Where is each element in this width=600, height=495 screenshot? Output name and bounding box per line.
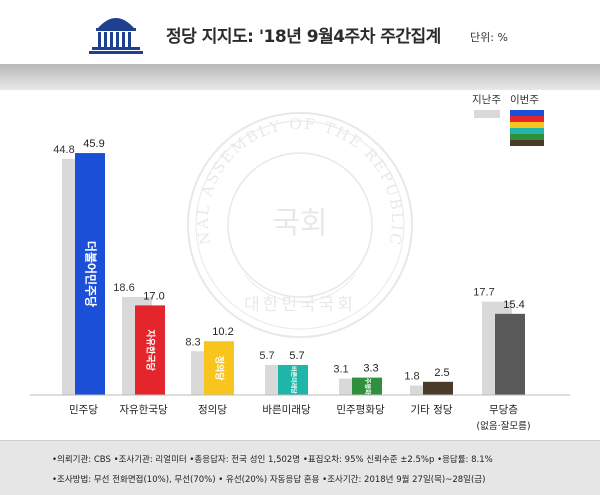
value-label-curr-0: 45.9 (83, 138, 104, 150)
unit-label: 단위: % (470, 31, 508, 44)
party-logo-3: 바른미래당 (290, 366, 298, 394)
legend-stripe (510, 140, 544, 146)
bars-group (62, 153, 525, 395)
svg-text:대한민국국회: 대한민국국회 (244, 295, 356, 315)
bar-curr-6 (495, 313, 525, 395)
value-label-prev-2: 8.3 (185, 336, 200, 348)
value-label-prev-5: 1.8 (404, 371, 419, 383)
category-sublabel-6: (없음·잘모름) (476, 420, 530, 432)
footnote-line-2: •조사방법: 무선 전화면접(10%), 무선(70%) • 유선(20%) 자… (52, 475, 486, 485)
legend-stripe (510, 110, 544, 116)
value-label-prev-1: 18.6 (113, 282, 134, 294)
value-label-curr-5: 2.5 (434, 367, 449, 379)
party-logo-0: 더불어민주당 (84, 241, 99, 307)
legend-stripe (510, 122, 544, 128)
legend-swatch-curr (510, 110, 544, 146)
category-label-3: 바른미래당 (262, 404, 311, 416)
header: 정당 지지도: '18년 9월4주차 주간집계 단위: % (0, 0, 600, 64)
national-assembly-seal-watermark: THE NATIONAL ASSEMBLY OF THE REPUBLIC OF… (0, 90, 413, 338)
category-label-2: 정의당 (198, 404, 227, 416)
value-labels-group: 44.8 45.9 18.6 17.0 8.3 10.2 5.7 5.7 3.1 3.3 1.8 2.… (53, 138, 524, 382)
value-label-curr-6: 15.4 (503, 299, 524, 311)
legend-stripe (510, 134, 544, 140)
category-label-5: 기타 정당 (411, 404, 453, 416)
bar-curr-1 (135, 305, 165, 395)
category-label-4: 민주평화당 (336, 404, 385, 416)
bar-curr-4 (352, 377, 382, 395)
value-label-curr-2: 10.2 (212, 326, 233, 338)
party-logo-2: 정의당 (214, 356, 226, 382)
value-label-prev-3: 5.7 (259, 350, 274, 362)
legend-stripe (510, 116, 544, 122)
bar-curr-0 (75, 153, 105, 395)
category-label-0: 민주당 (69, 404, 98, 416)
survey-footnote: •의뢰기관: CBS •조사기관: 리얼미터 •총응답자: 전국 성인 1,50… (0, 440, 600, 495)
value-label-curr-3: 5.7 (289, 350, 304, 362)
chart-title: 정당 지지도: '18년 9월4주차 주간집계 (166, 27, 441, 47)
legend-stripe (510, 128, 544, 134)
party-logo-1: 자유한국당 (145, 329, 157, 371)
value-label-prev-0: 44.8 (53, 144, 74, 156)
bar-curr-5 (423, 381, 453, 395)
bar-curr-2 (204, 341, 234, 395)
category-label-1: 자유한국당 (119, 404, 168, 416)
category-label-6: 무당층 (489, 404, 518, 416)
legend-swatch-prev (474, 110, 500, 118)
bar-curr-3 (278, 364, 308, 395)
value-label-prev-4: 3.1 (333, 364, 348, 376)
value-label-prev-6: 17.7 (473, 287, 494, 299)
legend-label-prev: 지난주 (472, 94, 501, 106)
party-logo-4: 민주평화당 (364, 372, 372, 400)
footnote-line-1: •의뢰기관: CBS •조사기관: 리얼미터 •총응답자: 전국 성인 1,50… (52, 455, 493, 465)
category-labels-group: 민주당 자유한국당 정의당 바른미래당 민주평화당 기타 정당 무당층 (없음·잘모름) (69, 404, 531, 432)
svg-text:국회: 국회 (272, 206, 327, 241)
value-label-curr-1: 17.0 (143, 290, 164, 302)
bar-chart: THE NATIONAL ASSEMBLY OF THE REPUBLIC OF… (0, 90, 570, 432)
national-assembly-icon (89, 18, 143, 54)
value-label-curr-4: 3.3 (363, 363, 378, 375)
header-divider-band (0, 64, 600, 90)
legend-label-curr: 이번주 (510, 94, 539, 106)
